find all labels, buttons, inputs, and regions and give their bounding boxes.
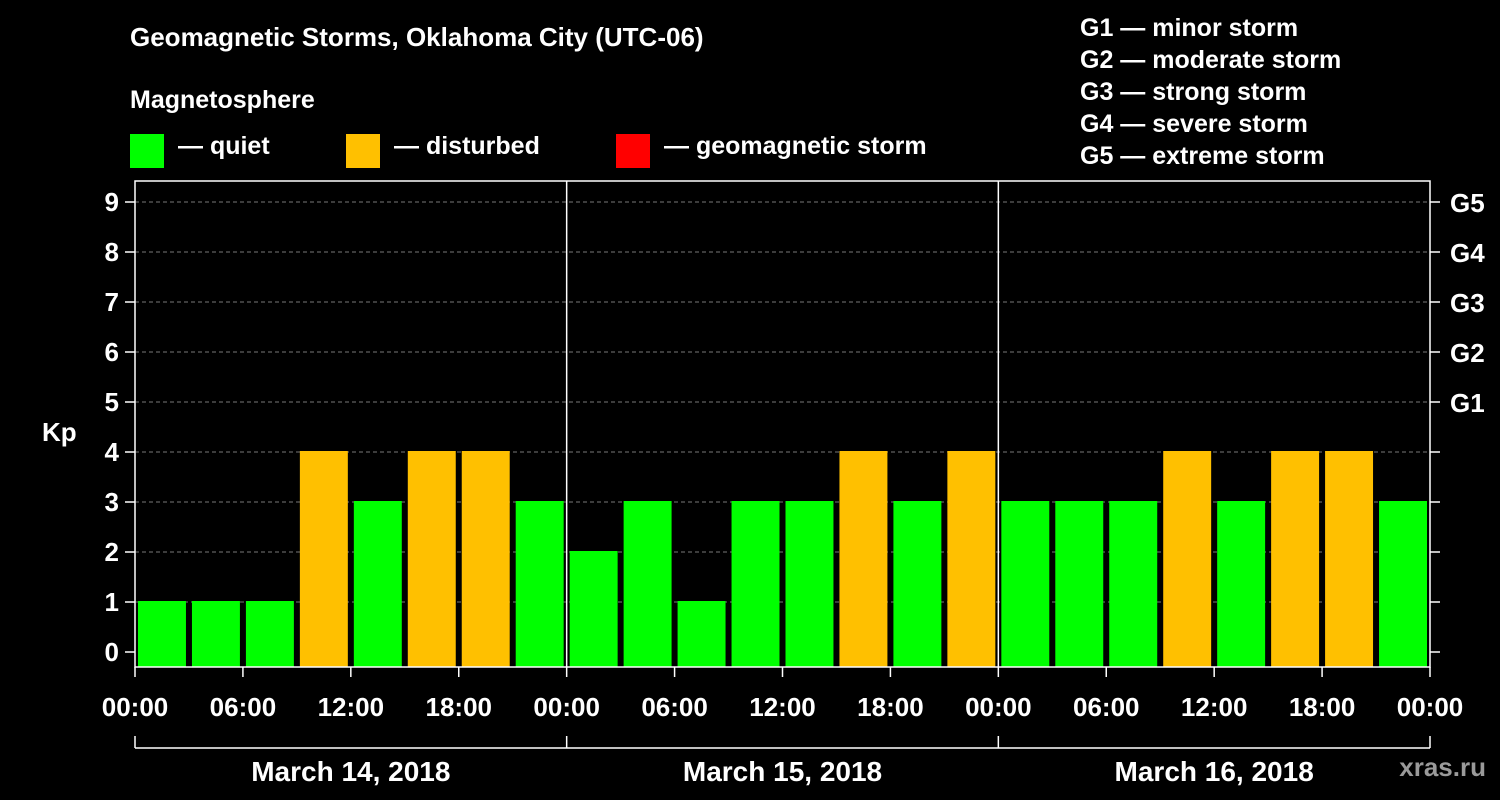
y-tick-label: 4	[105, 437, 120, 467]
kp-bar	[731, 501, 780, 667]
x-tick-label: 18:00	[857, 692, 924, 722]
y-tick-label: 5	[105, 387, 119, 417]
y-tick-label: 8	[105, 237, 119, 267]
storm-swatch	[616, 134, 650, 168]
scale-g5: G5 — extreme storm	[1080, 142, 1325, 170]
kp-bar	[623, 501, 672, 667]
legend-label-disturbed: — disturbed	[394, 132, 540, 160]
x-tick-label: 12:00	[318, 692, 385, 722]
scale-g1: G1 — minor storm	[1080, 14, 1299, 42]
x-tick-label: 06:00	[210, 692, 277, 722]
kp-bar	[299, 451, 348, 667]
kp-bar	[947, 451, 996, 667]
kp-bar	[569, 551, 618, 667]
day-label: March 16, 2018	[1115, 756, 1314, 787]
kp-bar	[677, 601, 726, 667]
kp-bar	[245, 601, 294, 667]
kp-bar	[1163, 451, 1212, 667]
day-label: March 14, 2018	[251, 756, 450, 787]
legend-label-storm: — geomagnetic storm	[664, 132, 927, 160]
magnetosphere-heading: Magnetosphere	[130, 86, 315, 114]
y-tick-label: 3	[105, 487, 119, 517]
kp-bar	[1271, 451, 1320, 667]
scale-g4: G4 — severe storm	[1080, 110, 1308, 138]
x-tick-label: 06:00	[1073, 692, 1140, 722]
kp-bar	[1055, 501, 1104, 667]
kp-bar	[407, 451, 456, 667]
x-tick-label: 12:00	[749, 692, 816, 722]
scale-g3: G3 — strong storm	[1080, 78, 1307, 106]
x-tick-label: 18:00	[426, 692, 493, 722]
g-scale-label: G2	[1450, 338, 1485, 368]
kp-bar	[1325, 451, 1374, 667]
kp-bar	[1379, 501, 1427, 667]
y-tick-label: 7	[105, 287, 119, 317]
kp-bar	[893, 501, 942, 667]
kp-bar	[353, 501, 402, 667]
x-tick-label: 06:00	[641, 692, 708, 722]
x-tick-label: 00:00	[533, 692, 600, 722]
kp-bar	[785, 501, 834, 667]
x-tick-label: 00:00	[102, 692, 169, 722]
kp-bar	[839, 451, 888, 667]
y-tick-label: 1	[105, 587, 119, 617]
y-tick-label: 6	[105, 337, 119, 367]
y-tick-label: 0	[105, 637, 119, 667]
kp-bar	[515, 501, 564, 667]
x-tick-label: 00:00	[1397, 692, 1464, 722]
watermark: xras.ru	[1399, 752, 1486, 782]
quiet-swatch	[130, 134, 164, 168]
kp-bar	[191, 601, 240, 667]
disturbed-swatch	[346, 134, 380, 168]
y-axis-label: Kp	[42, 417, 77, 447]
chart-title: Geomagnetic Storms, Oklahoma City (UTC-0…	[130, 22, 704, 52]
kp-bar	[138, 601, 186, 667]
g-scale-label: G3	[1450, 288, 1485, 318]
kp-bar	[461, 451, 510, 667]
kp-bar	[1001, 501, 1050, 667]
g-scale-label: G5	[1450, 188, 1485, 218]
x-tick-label: 18:00	[1289, 692, 1356, 722]
y-tick-label: 2	[105, 537, 119, 567]
legend-label-quiet: — quiet	[178, 132, 270, 160]
y-tick-label: 9	[105, 187, 119, 217]
scale-g2: G2 — moderate storm	[1080, 46, 1342, 74]
kp-bar	[1109, 501, 1158, 667]
g-scale-label: G4	[1450, 238, 1485, 268]
kp-bar	[1217, 501, 1266, 667]
day-label: March 15, 2018	[683, 756, 882, 787]
x-tick-label: 00:00	[965, 692, 1032, 722]
x-tick-label: 12:00	[1181, 692, 1248, 722]
g-scale-label: G1	[1450, 388, 1485, 418]
